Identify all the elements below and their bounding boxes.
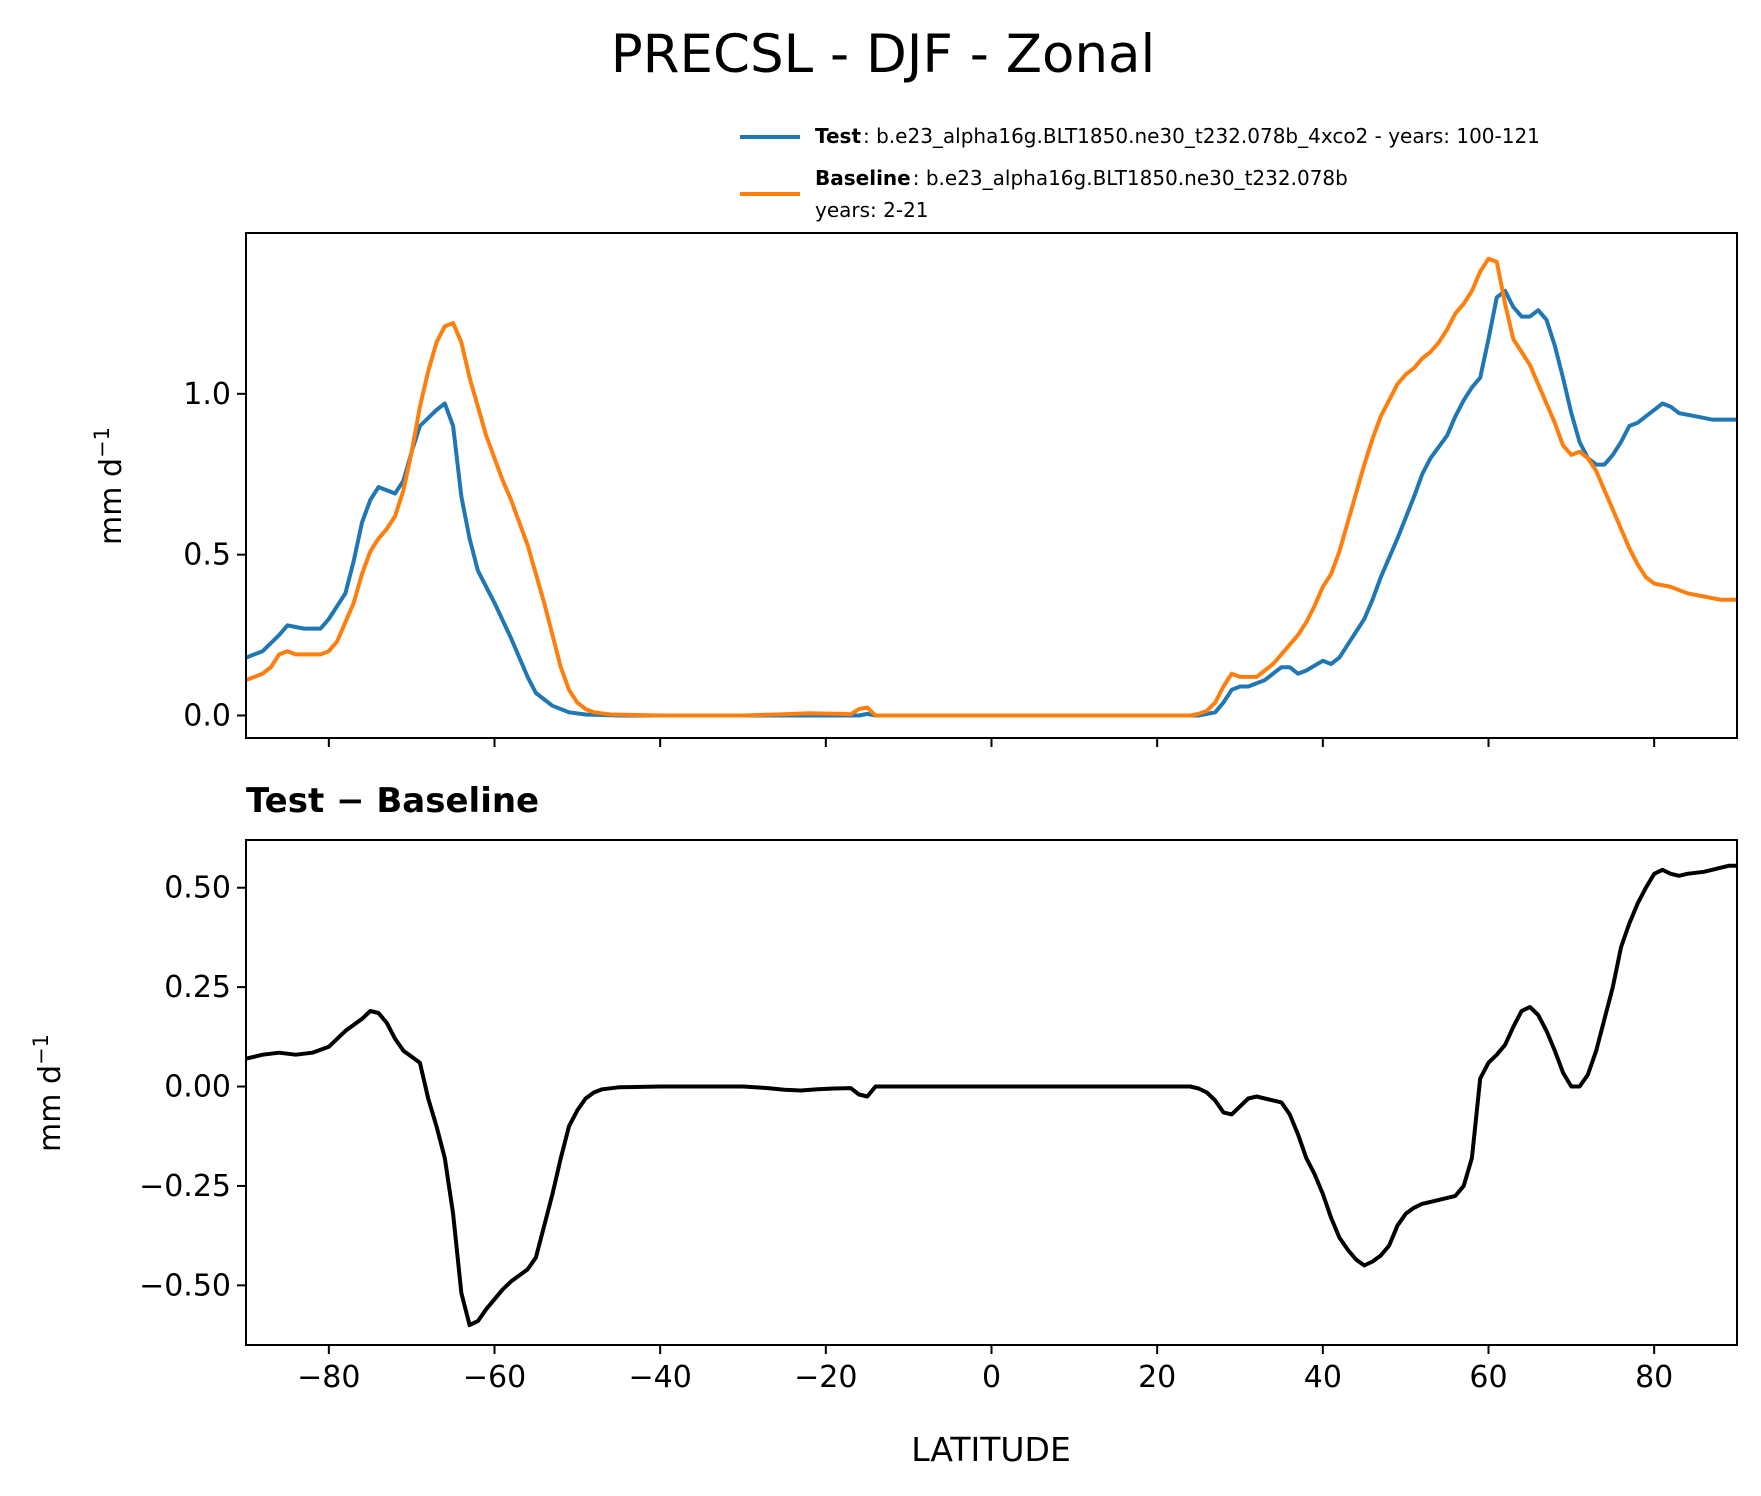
xtick-label: 60 <box>1469 1360 1507 1395</box>
series-line-test <box>246 288 1737 718</box>
top-y-ticks: 0.0 0.5 1.0 <box>183 377 246 733</box>
xtick-label: −40 <box>629 1360 692 1395</box>
xtick-label: −60 <box>463 1360 526 1395</box>
bottom-ylabel: mm d−1 <box>29 1034 68 1152</box>
xtick-label: 40 <box>1304 1360 1342 1395</box>
bottom-ytick-label: 0.25 <box>164 970 231 1005</box>
top-ytick-label: 0.5 <box>183 538 231 573</box>
legend-baseline-years: years: 2-21 <box>815 198 929 222</box>
xtick-label: −20 <box>794 1360 857 1395</box>
legend: Test: b.e23_alpha16g.BLT1850.ne30_t232.0… <box>740 124 1540 222</box>
bottom-series <box>246 863 1737 1328</box>
xtick-label: 80 <box>1635 1360 1673 1395</box>
xtick-label: −80 <box>297 1360 360 1395</box>
series-line-test-baseline <box>246 863 1737 1328</box>
x-axis-label: LATITUDE <box>911 1430 1071 1469</box>
top-ylabel: mm d−1 <box>90 427 129 545</box>
top-ytick-label: 1.0 <box>183 377 231 412</box>
top-panel: 0.0 0.5 1.0 mm d−1 <box>90 232 1738 747</box>
bottom-title: Test − Baseline <box>246 781 539 821</box>
bottom-x-ticks: −80 −60 −40 −20 0 20 40 60 80 <box>297 1345 1673 1395</box>
bottom-y-ticks: −0.50 −0.25 0.00 0.25 0.50 <box>139 871 246 1303</box>
series-line-baseline <box>246 256 1737 718</box>
legend-test-label: Test: b.e23_alpha16g.BLT1850.ne30_t232.0… <box>815 124 1540 148</box>
top-axes-frame <box>245 232 1738 739</box>
top-x-ticks <box>327 738 1656 747</box>
bottom-axes-frame <box>245 839 1738 1346</box>
xtick-label: 20 <box>1138 1360 1176 1395</box>
bottom-ytick-label: 0.50 <box>164 871 231 906</box>
legend-baseline-label: Baseline: b.e23_alpha16g.BLT1850.ne30_t2… <box>815 166 1348 190</box>
bottom-panel: Test − Baseline −0.50 −0.25 0.00 0.25 0.50 −… <box>29 781 1738 1469</box>
figure-title: PRECSL - DJF - Zonal <box>611 24 1156 85</box>
xtick-label: 0 <box>982 1360 1001 1395</box>
bottom-ytick-label: 0.00 <box>164 1070 231 1105</box>
top-ytick-label: 0.0 <box>183 698 231 733</box>
bottom-ytick-label: −0.25 <box>139 1169 231 1204</box>
top-series <box>246 256 1737 718</box>
bottom-ytick-label: −0.50 <box>139 1268 231 1303</box>
